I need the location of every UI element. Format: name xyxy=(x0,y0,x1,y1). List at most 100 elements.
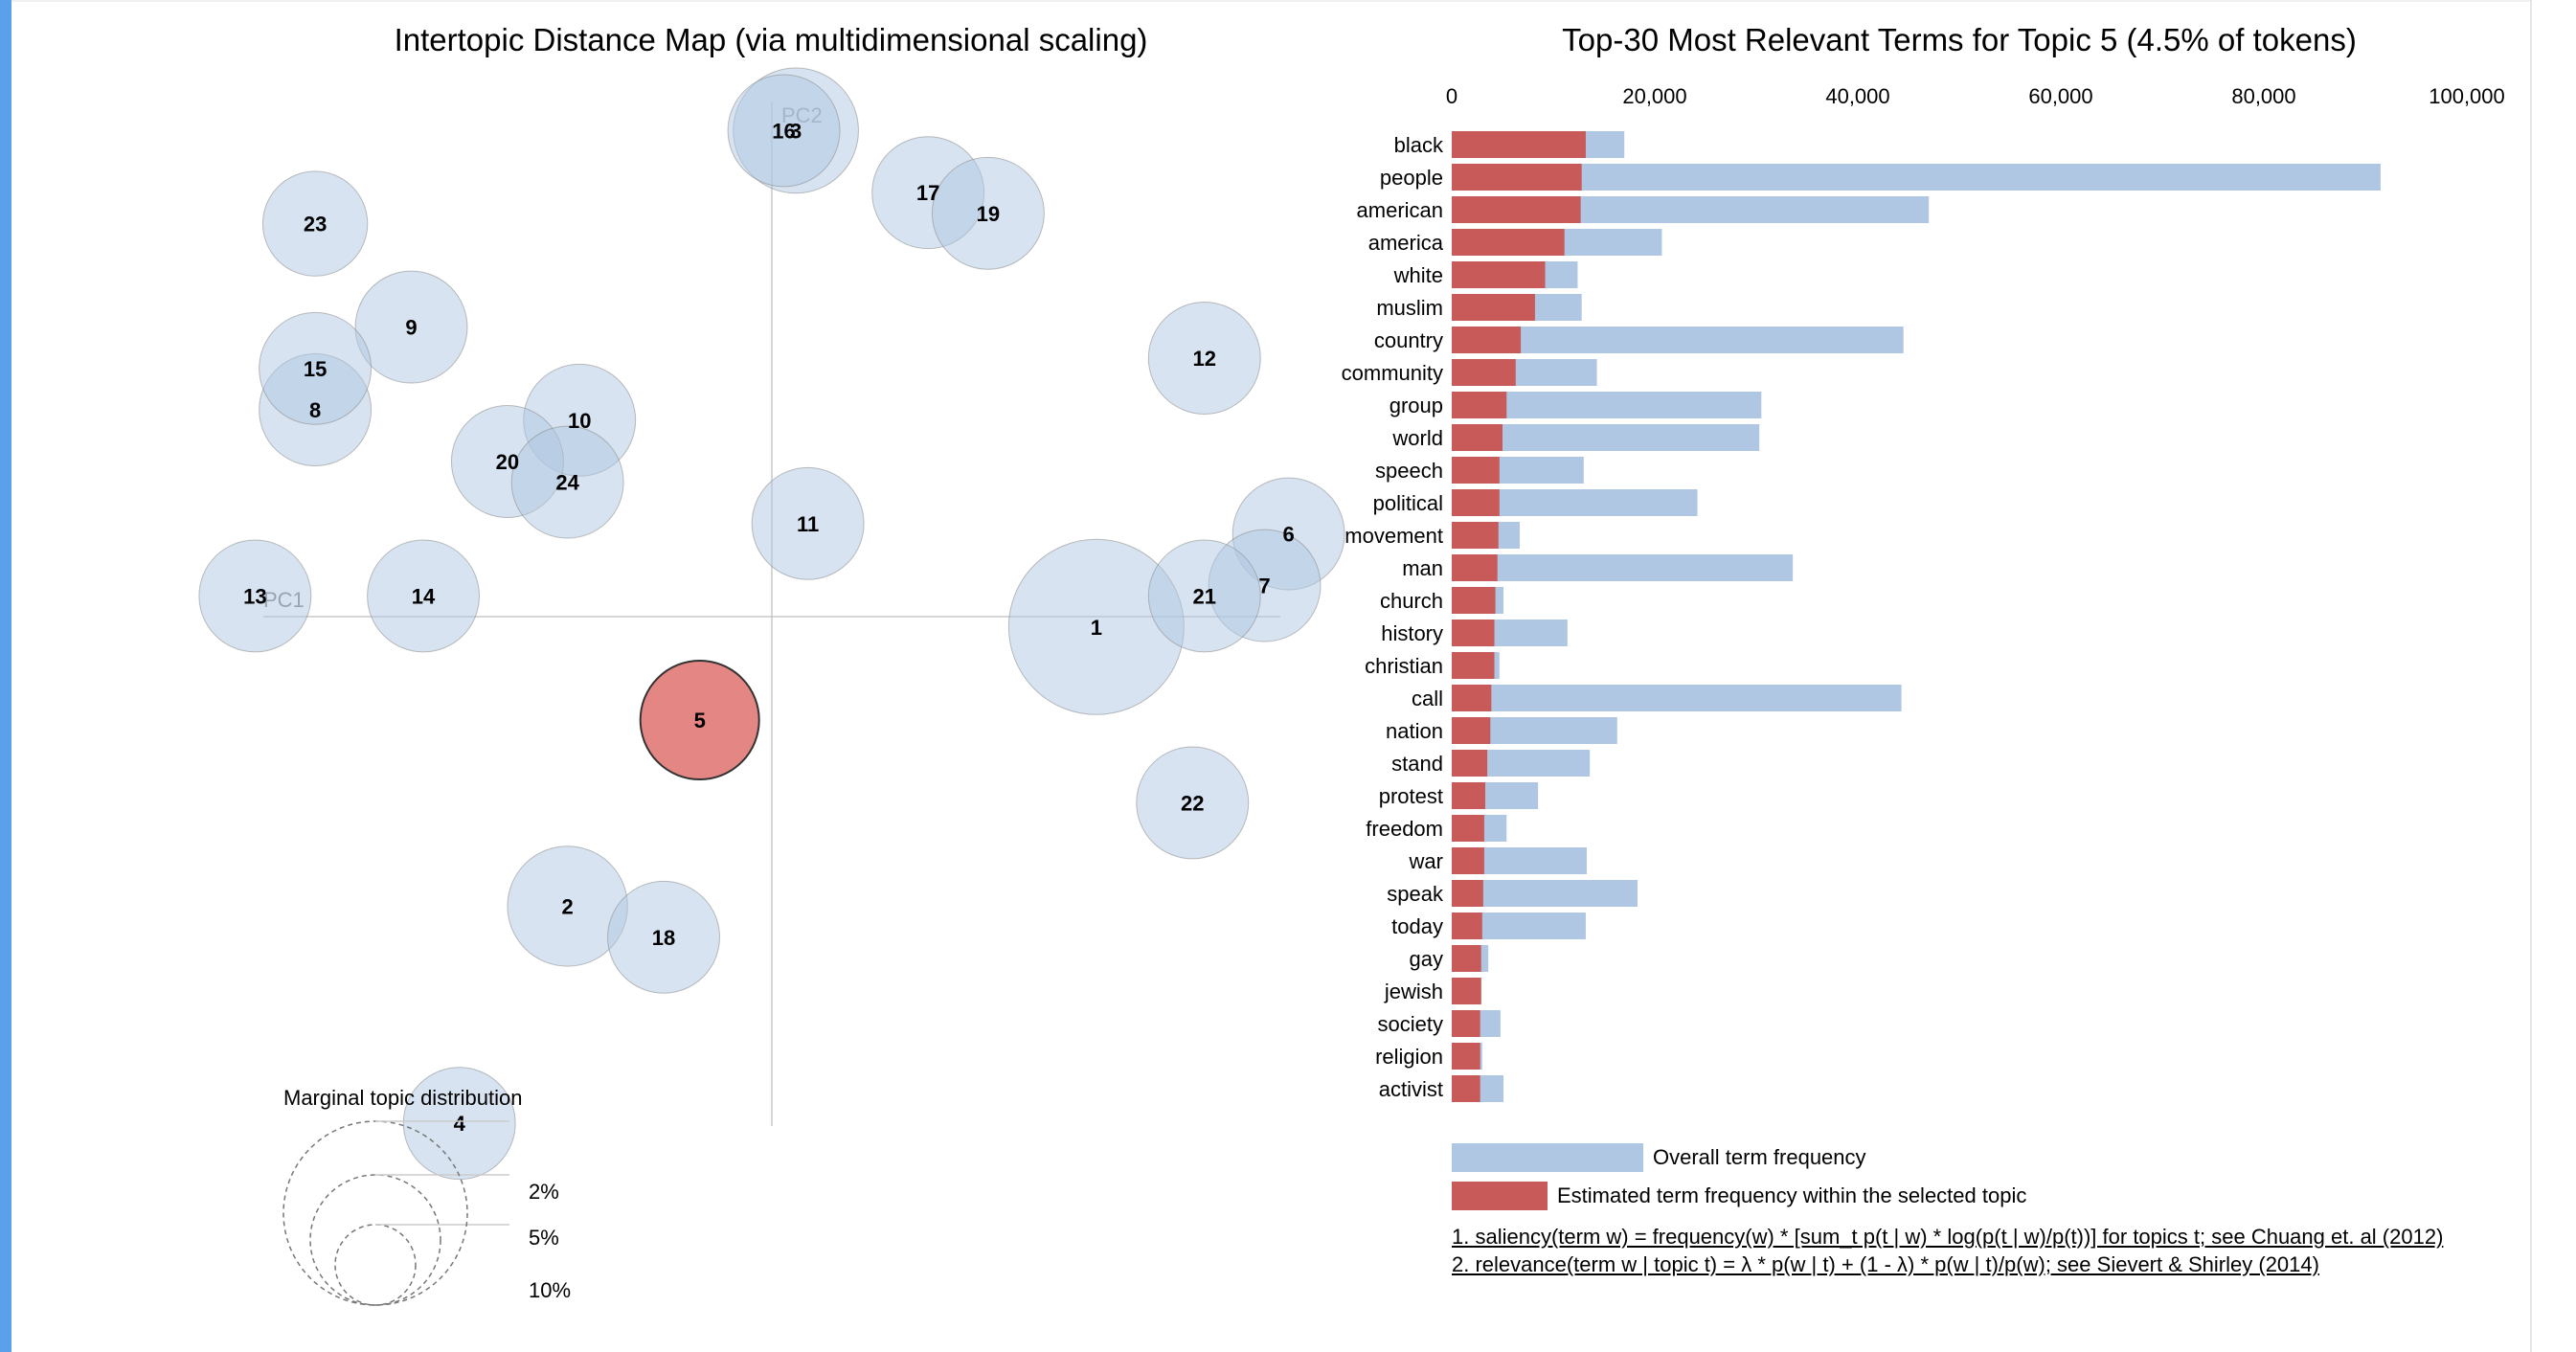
term-label-group[interactable]: group xyxy=(1390,394,1443,417)
term-label-movement[interactable]: movement xyxy=(1344,524,1443,548)
topic-bar-political[interactable] xyxy=(1452,489,1500,516)
term-label-freedom[interactable]: freedom xyxy=(1366,817,1443,841)
topic-bar-protest[interactable] xyxy=(1452,782,1485,809)
footnote-saliency[interactable]: 1. saliency(term w) = frequency(w) * [su… xyxy=(1452,1225,2444,1249)
topic-bar-speak[interactable] xyxy=(1452,880,1483,907)
legend-circle-1 xyxy=(334,1224,417,1306)
term-label-nation[interactable]: nation xyxy=(1386,719,1443,743)
topic-bar-society[interactable] xyxy=(1452,1010,1480,1037)
topic-bar-muslim[interactable] xyxy=(1452,294,1535,321)
term-label-christian[interactable]: christian xyxy=(1365,654,1443,678)
x-tick-5: 100,000 xyxy=(2429,84,2505,108)
topic-circle-4[interactable] xyxy=(402,1067,516,1181)
topic-bar-black[interactable] xyxy=(1452,131,1586,158)
overall-bar-call[interactable] xyxy=(1452,685,1902,711)
term-label-community[interactable]: community xyxy=(1342,361,1443,385)
term-label-political[interactable]: political xyxy=(1373,491,1443,515)
topic-label-11: 11 xyxy=(797,512,819,536)
topic-bar-freedom[interactable] xyxy=(1452,815,1484,842)
term-label-black[interactable]: black xyxy=(1394,133,1444,157)
term-label-gay[interactable]: gay xyxy=(1410,947,1443,971)
legend-topic-swatch xyxy=(1452,1182,1548,1210)
overall-bar-world[interactable] xyxy=(1452,424,1760,451)
term-label-church[interactable]: church xyxy=(1380,589,1443,613)
topic-circle-12[interactable] xyxy=(1147,302,1261,415)
topic-label-1: 1 xyxy=(1091,616,1102,640)
topic-bar-america[interactable] xyxy=(1452,229,1565,256)
topic-label-22: 22 xyxy=(1181,791,1204,815)
topic-circle-9[interactable] xyxy=(354,270,468,384)
topic-circle-11[interactable] xyxy=(751,466,865,580)
legend-label-2: 5% xyxy=(529,1226,559,1250)
term-label-world[interactable]: world xyxy=(1391,426,1443,450)
topic-bar-call[interactable] xyxy=(1452,685,1492,711)
term-label-white[interactable]: white xyxy=(1393,263,1443,287)
topic-bar-people[interactable] xyxy=(1452,164,1582,191)
topic-bar-speech[interactable] xyxy=(1452,457,1500,484)
term-label-country[interactable]: country xyxy=(1374,328,1443,352)
topic-label-19: 19 xyxy=(977,202,1000,226)
term-label-religion[interactable]: religion xyxy=(1375,1045,1443,1069)
term-label-society[interactable]: society xyxy=(1378,1012,1443,1036)
topic-bar-gay[interactable] xyxy=(1452,945,1481,972)
term-label-america[interactable]: america xyxy=(1368,231,1444,255)
term-label-jewish[interactable]: jewish xyxy=(1384,980,1443,1003)
topic-circle-15[interactable] xyxy=(259,311,373,425)
legend-label-1: 2% xyxy=(529,1180,559,1204)
topic-bar-group[interactable] xyxy=(1452,392,1507,418)
topic-bar-christian[interactable] xyxy=(1452,652,1495,679)
topic-bar-man[interactable] xyxy=(1452,554,1498,581)
topic-bar-movement[interactable] xyxy=(1452,522,1499,549)
term-label-protest[interactable]: protest xyxy=(1379,784,1443,808)
topic-label-23: 23 xyxy=(304,213,327,237)
topic-circle-5[interactable] xyxy=(639,660,760,780)
term-label-war[interactable]: war xyxy=(1409,849,1443,873)
topic-bar-jewish[interactable] xyxy=(1452,978,1481,1004)
footnote-relevance[interactable]: 2. relevance(term w | topic t) = λ * p(w… xyxy=(1452,1252,2319,1276)
topic-bar-war[interactable] xyxy=(1452,847,1484,874)
term-label-today[interactable]: today xyxy=(1391,914,1443,938)
topic-circle-16[interactable] xyxy=(727,74,841,188)
x-tick-2: 40,000 xyxy=(1825,84,1889,108)
term-label-stand[interactable]: stand xyxy=(1391,752,1443,776)
overall-bar-man[interactable] xyxy=(1452,554,1794,581)
term-label-speech[interactable]: speech xyxy=(1375,459,1443,483)
topic-circle-22[interactable] xyxy=(1136,746,1250,860)
term-label-man[interactable]: man xyxy=(1402,556,1443,580)
topic-bar-stand[interactable] xyxy=(1452,750,1488,777)
topic-circle-21[interactable] xyxy=(1147,539,1261,653)
x-tick-1: 20,000 xyxy=(1622,84,1686,108)
topic-bar-nation[interactable] xyxy=(1452,717,1491,744)
topic-bar-community[interactable] xyxy=(1452,359,1516,386)
term-label-american[interactable]: american xyxy=(1357,198,1443,222)
overall-bar-people[interactable] xyxy=(1452,164,2381,191)
topic-circle-14[interactable] xyxy=(367,539,481,653)
topic-bar-world[interactable] xyxy=(1452,424,1503,451)
term-label-speak[interactable]: speak xyxy=(1387,882,1444,906)
topic-label-21: 21 xyxy=(1193,584,1216,608)
topic-bar-white[interactable] xyxy=(1452,261,1546,288)
topic-bar-american[interactable] xyxy=(1452,196,1581,223)
topic-label-15: 15 xyxy=(304,357,327,381)
overall-bar-country[interactable] xyxy=(1452,327,1904,353)
topic-bar-country[interactable] xyxy=(1452,327,1522,353)
topic-circle-23[interactable] xyxy=(261,170,369,277)
topic-circle-18[interactable] xyxy=(607,880,721,994)
term-label-activist[interactable]: activist xyxy=(1379,1077,1443,1101)
topic-label-2: 2 xyxy=(562,894,574,918)
term-label-history[interactable]: history xyxy=(1381,621,1443,645)
topic-circle-24[interactable] xyxy=(510,425,624,539)
topic-bar-church[interactable] xyxy=(1452,587,1496,614)
topic-circle-19[interactable] xyxy=(931,156,1045,270)
term-label-call[interactable]: call xyxy=(1412,687,1443,710)
topic-bar-activist[interactable] xyxy=(1452,1075,1480,1102)
term-label-people[interactable]: people xyxy=(1380,166,1443,190)
topic-bar-today[interactable] xyxy=(1452,913,1482,939)
topic-label-17: 17 xyxy=(916,181,939,205)
topic-circle-13[interactable] xyxy=(198,539,312,653)
term-label-muslim[interactable]: muslim xyxy=(1376,296,1443,320)
topic-bar-history[interactable] xyxy=(1452,620,1495,646)
window-right-edge xyxy=(2530,0,2532,1352)
topic-bar-religion[interactable] xyxy=(1452,1043,1480,1070)
